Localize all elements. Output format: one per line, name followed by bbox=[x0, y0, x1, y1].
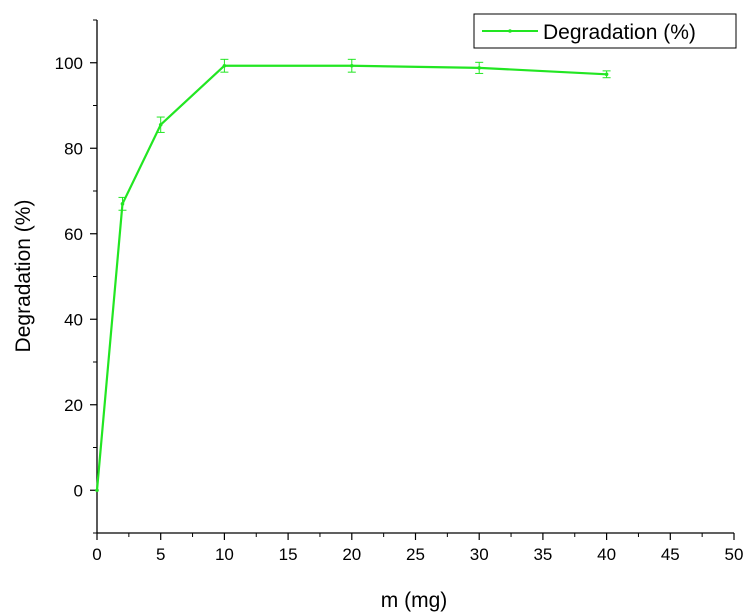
x-tick-label: 30 bbox=[470, 545, 489, 564]
x-tick-label: 50 bbox=[725, 545, 744, 564]
data-point bbox=[222, 63, 227, 68]
x-tick-label: 45 bbox=[661, 545, 680, 564]
x-tick-label: 35 bbox=[533, 545, 552, 564]
y-tick-label: 60 bbox=[64, 225, 83, 244]
data-point bbox=[477, 66, 482, 70]
axes bbox=[96, 20, 734, 534]
y-tick-label: 0 bbox=[74, 481, 83, 500]
series-line bbox=[95, 64, 607, 491]
legend-marker bbox=[508, 29, 512, 33]
data-point bbox=[158, 122, 163, 127]
y-tick-label: 20 bbox=[64, 396, 83, 415]
x-tick-label: 40 bbox=[597, 545, 616, 564]
y-tick-label: 80 bbox=[64, 139, 83, 158]
y-tick-label: 100 bbox=[55, 54, 83, 73]
x-tick-label: 0 bbox=[92, 545, 101, 564]
legend: Degradation (%) bbox=[473, 13, 737, 49]
x-tick-label: 10 bbox=[215, 545, 234, 564]
x-tick-label: 20 bbox=[342, 545, 361, 564]
data-point bbox=[604, 72, 609, 77]
y-tick-label: 40 bbox=[64, 310, 83, 329]
data-point bbox=[95, 488, 99, 493]
x-tick-label: 15 bbox=[279, 545, 298, 564]
x-axis-label: m (mg) bbox=[381, 589, 448, 612]
x-tick-label: 5 bbox=[156, 545, 165, 564]
series-layer bbox=[95, 58, 611, 493]
y-axis-label: Degradation (%) bbox=[12, 200, 35, 353]
ticks: 0 5 10 15 20 25 30 35 40 45 50 0 20 40 60 80 100 bbox=[55, 19, 744, 564]
data-point bbox=[350, 63, 354, 68]
legend-label: Degradation (%) bbox=[543, 21, 696, 44]
x-tick-label: 25 bbox=[406, 545, 425, 564]
data-point bbox=[120, 202, 125, 206]
